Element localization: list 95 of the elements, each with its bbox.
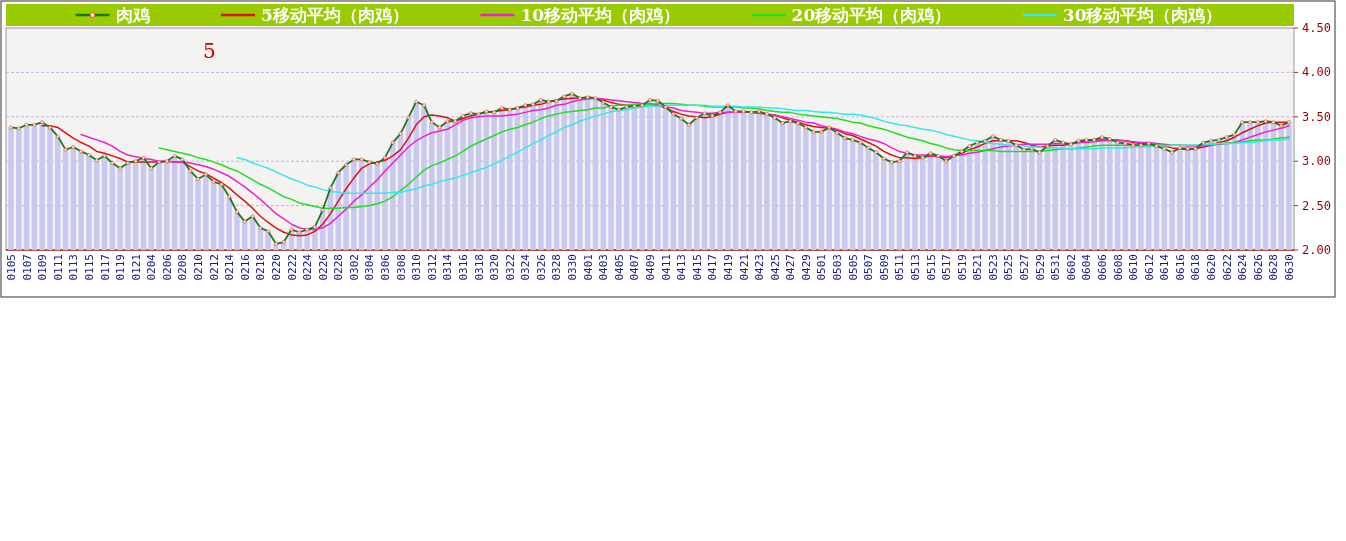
x-tick-label: 0519 [955,254,969,281]
annotation: 5 [203,39,216,63]
x-tick-label: 0208 [176,254,190,281]
x-tick-label: 0409 [644,254,657,281]
x-tick-label: 0330 [566,254,580,281]
x-tick-label: 0513 [908,254,922,281]
x-tick-label: 0523 [986,254,1000,281]
x-tick-label: 0105 [5,254,18,281]
x-tick-label: 0224 [301,253,315,281]
legend-label: 30移动平均（肉鸡） [1062,5,1223,25]
x-tick-label: 0117 [98,254,112,281]
x-tick-label: 0405 [612,254,626,281]
x-tick-label: 0115 [82,254,96,281]
x-tick-label: 0328 [550,254,564,281]
x-tick-label: 0220 [269,254,283,281]
x-tick-label: 0425 [768,254,782,281]
x-tick-label: 0107 [20,254,34,281]
x-tick-label: 0210 [192,254,206,281]
x-tick-label: 0630 [1283,254,1296,281]
x-tick-label: 0529 [1033,254,1047,281]
x-tick-label: 0407 [628,254,642,281]
x-tick-label: 0204 [145,253,159,281]
x-tick-label: 0610 [1127,254,1141,281]
legend-label: 5移动平均（肉鸡） [261,5,409,25]
x-tick-label: 0216 [238,254,252,281]
x-tick-label: 0624 [1236,253,1250,281]
x-tick-label: 0316 [456,254,470,281]
x-tick-label: 0306 [379,254,393,281]
x-tick-label: 0324 [519,253,533,281]
x-tick-label: 0614 [1158,253,1172,281]
x-tick-label: 0111 [51,254,65,281]
legend-label: 20移动平均（肉鸡） [791,5,952,25]
x-tick-label: 0314 [441,253,455,281]
x-tick-label: 0521 [971,254,985,281]
x-tick-label: 0206 [160,254,174,281]
y-tick-label: 3.50 [1302,109,1331,124]
x-tick-label: 0419 [721,254,735,281]
x-tick-label: 0525 [1002,254,1016,281]
x-tick-label: 0413 [675,254,689,281]
x-tick-label: 0622 [1220,254,1234,281]
y-tick-label: 2.00 [1302,243,1331,257]
x-tick-label: 0517 [940,254,954,281]
x-tick-label: 0608 [1111,254,1125,281]
x-tick-label: 0119 [114,254,128,281]
x-tick-label: 0113 [67,254,81,281]
x-tick-label: 0312 [425,254,439,281]
x-tick-label: 0531 [1049,254,1063,281]
x-tick-label: 0509 [877,254,891,281]
x-tick-label: 0501 [815,254,829,281]
x-tick-label: 0427 [784,254,798,281]
x-tick-label: 0403 [597,254,611,281]
x-tick-label: 0616 [1173,254,1187,281]
x-tick-label: 0310 [410,254,424,281]
x-tick-label: 0511 [893,254,907,281]
x-tick-label: 0628 [1267,254,1281,281]
x-tick-label: 0604 [1080,253,1094,281]
x-tick-label: 0109 [36,254,50,281]
x-tick-label: 0121 [129,254,143,281]
x-tick-label: 0515 [924,254,938,281]
legend-label: 10移动平均（肉鸡） [520,5,681,25]
legend-label: 肉鸡 [115,5,150,25]
x-tick-label: 0226 [316,254,330,281]
x-tick-label: 0620 [1205,254,1219,281]
x-tick-label: 0228 [332,254,346,281]
x-tick-label: 0322 [503,254,517,281]
x-tick-label: 0302 [347,254,361,281]
x-tick-label: 0212 [207,254,221,281]
x-tick-label: 0618 [1189,254,1203,281]
x-tick-label: 0214 [223,253,237,281]
x-tick-label: 0308 [394,254,408,281]
x-tick-label: 0415 [690,254,704,281]
x-tick-label: 0505 [846,254,860,281]
x-tick-label: 0507 [862,254,876,281]
x-tick-label: 0602 [1064,254,1078,281]
x-tick-label: 0429 [799,254,813,281]
y-tick-label: 4.00 [1302,65,1331,80]
x-tick-label: 0503 [831,254,845,281]
y-tick-label: 3.00 [1302,154,1331,169]
x-tick-label: 0527 [1018,254,1032,281]
x-tick-label: 0320 [488,254,502,281]
x-tick-label: 0417 [706,254,720,281]
x-tick-label: 0423 [753,254,767,281]
x-tick-label: 0401 [581,254,595,281]
x-tick-label: 0326 [534,254,548,281]
x-tick-label: 0612 [1142,254,1156,281]
x-tick-label: 0218 [254,254,268,281]
x-tick-label: 0222 [285,254,299,281]
x-tick-label: 0318 [472,254,486,281]
x-tick-label: 0304 [363,253,377,281]
y-tick-label: 4.50 [1302,21,1331,35]
x-tick-label: 0606 [1095,254,1109,281]
x-tick-label: 0421 [737,254,751,281]
x-tick-label: 0411 [659,254,673,281]
y-tick-label: 2.50 [1302,198,1331,213]
x-tick-label: 0626 [1251,254,1265,281]
